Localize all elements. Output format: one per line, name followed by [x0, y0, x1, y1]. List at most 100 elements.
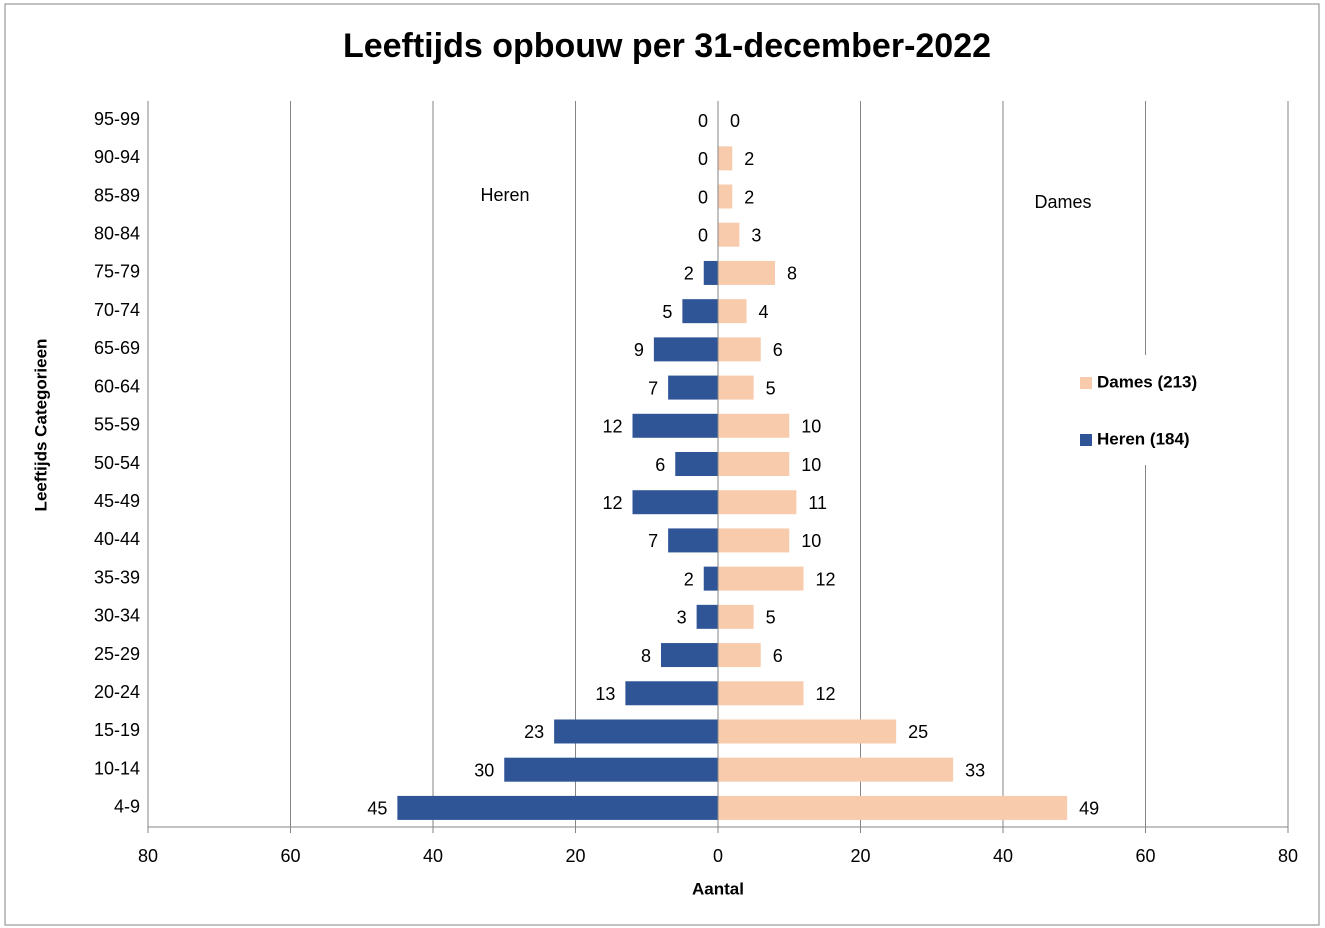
- bar: [718, 681, 804, 706]
- bar: [668, 528, 718, 553]
- bar: [718, 184, 733, 209]
- bar: [653, 337, 718, 362]
- y-tick-label: 65-69: [94, 338, 140, 358]
- data-label: 5: [766, 608, 776, 628]
- y-axis-label: Leeftijds Categorieen: [31, 339, 50, 512]
- data-label: 2: [684, 264, 694, 284]
- legend-label: Heren (184): [1097, 429, 1190, 448]
- data-label: 12: [816, 684, 836, 704]
- y-tick-label: 4-9: [114, 797, 140, 817]
- y-tick-label: 10-14: [94, 758, 140, 778]
- bar: [718, 452, 790, 476]
- bar: [718, 528, 790, 553]
- x-tick-label: 40: [423, 846, 443, 866]
- data-label: 49: [1079, 799, 1099, 819]
- data-label: 0: [730, 111, 740, 131]
- data-label: 9: [634, 340, 644, 360]
- data-label: 0: [698, 187, 708, 207]
- data-label: 33: [965, 760, 985, 780]
- bar: [397, 795, 718, 820]
- data-label: 0: [698, 225, 708, 245]
- y-tick-label: 50-54: [94, 453, 140, 473]
- bar: [718, 757, 954, 782]
- data-label: 3: [677, 608, 687, 628]
- data-label: 6: [655, 455, 665, 475]
- data-label: 8: [787, 264, 797, 284]
- bar: [718, 375, 754, 400]
- bar: [696, 604, 718, 629]
- x-tick-label: 20: [565, 846, 585, 866]
- bar: [718, 413, 790, 438]
- bar: [504, 757, 718, 782]
- bar: [718, 566, 804, 591]
- bar: [675, 452, 718, 476]
- data-label: 7: [648, 531, 658, 551]
- data-label: 0: [698, 149, 708, 169]
- data-label: 13: [595, 684, 615, 704]
- bar: [718, 643, 761, 668]
- bar: [718, 490, 797, 515]
- legend-swatch: [1080, 434, 1092, 446]
- data-label: 2: [744, 187, 754, 207]
- data-label: 10: [801, 417, 821, 437]
- x-tick-label: 0: [713, 846, 723, 866]
- legend-box: [1068, 355, 1228, 465]
- x-tick-label: 20: [850, 846, 870, 866]
- data-label: 6: [773, 646, 783, 666]
- y-tick-label: 15-19: [94, 720, 140, 740]
- x-axis-label: Aantal: [692, 879, 744, 898]
- bar: [554, 719, 718, 744]
- bar: [718, 260, 775, 285]
- y-tick-label: 30-34: [94, 606, 140, 626]
- y-tick-label: 80-84: [94, 223, 140, 243]
- data-label: 2: [744, 149, 754, 169]
- bar: [718, 299, 747, 324]
- y-tick-label: 45-49: [94, 491, 140, 511]
- legend-label: Dames (213): [1097, 372, 1197, 391]
- data-label: 3: [751, 225, 761, 245]
- data-label: 12: [602, 417, 622, 437]
- bar: [632, 413, 718, 438]
- data-label: 12: [602, 493, 622, 513]
- legend-swatch: [1080, 377, 1092, 389]
- data-label: 23: [524, 722, 544, 742]
- data-label: 10: [801, 531, 821, 551]
- y-tick-label: 75-79: [94, 262, 140, 282]
- x-tick-label: 60: [1135, 846, 1155, 866]
- bar: [632, 490, 718, 515]
- data-label: 5: [766, 378, 776, 398]
- bar: [718, 604, 754, 629]
- data-label: 5: [662, 302, 672, 322]
- data-label: 4: [759, 302, 769, 322]
- y-tick-label: 85-89: [94, 185, 140, 205]
- y-tick-label: 70-74: [94, 300, 140, 320]
- data-label: 11: [808, 493, 827, 513]
- chart-title: Leeftijds opbouw per 31-december-2022: [343, 27, 991, 65]
- y-tick-label: 90-94: [94, 147, 140, 167]
- data-label: 2: [684, 569, 694, 589]
- bar: [668, 375, 718, 400]
- y-tick-label: 60-64: [94, 376, 140, 396]
- y-tick-label: 55-59: [94, 415, 140, 435]
- bar: [718, 222, 740, 247]
- bar: [718, 337, 761, 362]
- bar: [718, 719, 897, 744]
- y-tick-label: 95-99: [94, 109, 140, 129]
- data-label: 30: [474, 760, 494, 780]
- annotation: Dames: [1034, 192, 1091, 212]
- data-label: 12: [816, 569, 836, 589]
- bar: [703, 566, 718, 591]
- x-tick-label: 80: [138, 846, 158, 866]
- bar: [682, 299, 718, 324]
- bar: [703, 260, 718, 285]
- bar: [718, 795, 1068, 820]
- data-label: 8: [641, 646, 651, 666]
- x-tick-label: 40: [993, 846, 1013, 866]
- bar: [661, 643, 718, 668]
- data-label: 7: [648, 378, 658, 398]
- y-tick-label: 35-39: [94, 567, 140, 587]
- data-label: 10: [801, 455, 821, 475]
- y-tick-label: 40-44: [94, 529, 140, 549]
- annotation: Heren: [480, 185, 529, 205]
